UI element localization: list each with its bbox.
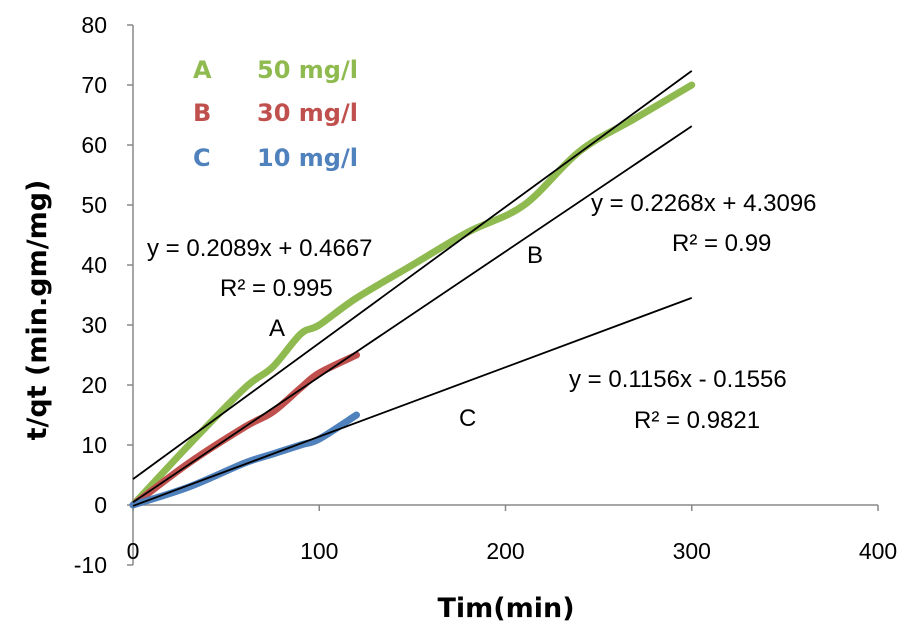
y-tick-label: 40 — [81, 252, 107, 278]
y-axis-title: t/qt (min.gm/mg) — [22, 180, 53, 441]
x-tick-label: 0 — [127, 538, 140, 564]
curve-label-c: C — [459, 405, 476, 432]
legend-letter-c: C — [193, 144, 211, 172]
annotations: y = 0.2089x + 0.4667 R² = 0.995 A y = 0.… — [147, 190, 817, 434]
equation-a: y = 0.2089x + 0.4667 — [147, 235, 373, 262]
legend-label-a: 50 mg/l — [257, 56, 358, 84]
x-tick-label: 300 — [673, 538, 711, 564]
x-ticks: 0 100 200 300 400 — [127, 505, 897, 564]
y-tick-label: 70 — [81, 72, 107, 98]
y-ticks: -10 0 10 20 30 40 50 60 70 80 — [74, 12, 133, 578]
equation-c: y = 0.1156x - 0.1556 — [569, 366, 787, 393]
curve-label-b: B — [527, 242, 543, 269]
x-tick-label: 400 — [859, 538, 897, 564]
y-tick-label: 80 — [81, 12, 107, 38]
trendline-a — [132, 125, 693, 503]
series-line-a — [129, 81, 696, 509]
legend-letter-a: A — [193, 56, 212, 84]
legend: A 50 mg/l B 30 mg/l C 10 mg/l — [193, 56, 358, 172]
x-tick-label: 100 — [300, 538, 338, 564]
y-tick-label: -10 — [74, 552, 107, 578]
r-squared-b: R² = 0.99 — [672, 230, 771, 257]
legend-label-b: 30 mg/l — [257, 99, 358, 127]
r-squared-c: R² = 0.9821 — [634, 407, 760, 434]
trendline-b — [132, 70, 693, 480]
x-tick-label: 200 — [486, 538, 524, 564]
r-squared-a: R² = 0.995 — [220, 275, 333, 302]
legend-label-c: 10 mg/l — [257, 144, 358, 172]
y-tick-label: 50 — [81, 192, 107, 218]
axes: -10 0 10 20 30 40 50 60 70 80 0 100 200 300 400 — [74, 12, 897, 578]
series-line-b — [129, 351, 360, 509]
y-tick-label: 0 — [94, 492, 107, 518]
y-tick-label: 60 — [81, 132, 107, 158]
y-tick-label: 30 — [81, 312, 107, 338]
y-tick-label: 20 — [81, 372, 107, 398]
trendline-c — [132, 297, 693, 507]
equation-b: y = 0.2268x + 4.3096 — [591, 190, 817, 217]
y-tick-label: 10 — [81, 432, 107, 458]
trendline-layer — [132, 70, 693, 507]
legend-letter-b: B — [193, 99, 211, 127]
series-layer — [129, 81, 696, 509]
x-axis-title: Tim(min) — [437, 593, 574, 624]
curve-label-a: A — [269, 315, 285, 342]
